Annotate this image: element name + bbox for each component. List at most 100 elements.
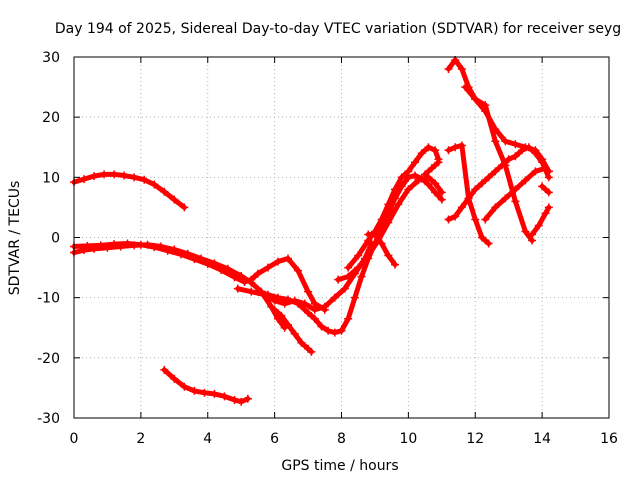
data-point xyxy=(471,95,480,104)
series-segment xyxy=(355,253,371,271)
series-segment xyxy=(275,316,288,331)
data-point xyxy=(427,164,436,173)
series-segment xyxy=(218,267,237,280)
data-point xyxy=(324,326,333,335)
y-tick-label: 0 xyxy=(51,231,60,247)
data-point xyxy=(263,290,272,299)
data-point xyxy=(421,170,430,179)
x-tick-label: 8 xyxy=(337,431,346,447)
series-segment xyxy=(512,198,528,234)
series-segment xyxy=(459,66,472,90)
data-point xyxy=(354,263,363,272)
series-segment xyxy=(385,253,398,268)
data-point xyxy=(521,143,530,152)
data-point xyxy=(230,395,239,404)
series-segment xyxy=(432,180,445,195)
data-point xyxy=(411,158,420,167)
series-segment xyxy=(379,201,391,222)
data-point xyxy=(190,386,199,395)
data-point xyxy=(100,170,109,179)
data-point xyxy=(431,188,440,197)
data-point xyxy=(417,149,426,158)
data-point xyxy=(247,278,256,287)
data-point xyxy=(284,320,292,329)
data-point xyxy=(504,155,513,164)
data-point xyxy=(273,293,282,302)
data-point xyxy=(544,167,553,176)
series-segment xyxy=(342,271,358,292)
data-point xyxy=(253,269,262,278)
y-tick-label: 20 xyxy=(42,110,60,126)
data-point xyxy=(310,305,319,314)
series-segment xyxy=(345,253,361,271)
data-point xyxy=(284,254,292,263)
data-point xyxy=(384,218,393,227)
series-segment xyxy=(522,228,535,244)
data-point xyxy=(277,311,286,320)
data-point xyxy=(320,302,329,311)
data-point xyxy=(384,251,393,260)
data-point xyxy=(531,146,540,155)
data-point xyxy=(457,141,466,150)
series-segment xyxy=(479,235,492,247)
data-point xyxy=(344,263,353,272)
data-point xyxy=(200,388,209,397)
data-point xyxy=(180,382,189,391)
data-point xyxy=(391,185,399,194)
data-point xyxy=(491,137,500,146)
series-segment xyxy=(352,274,365,301)
data-point xyxy=(310,314,319,323)
data-point xyxy=(544,188,553,197)
data-point xyxy=(344,314,353,323)
series-segment xyxy=(345,295,358,322)
series-segment xyxy=(355,238,371,259)
data-point xyxy=(330,328,339,337)
series-segment xyxy=(502,162,518,204)
series-arc-10 xyxy=(364,230,399,269)
x-tick-label: 2 xyxy=(136,431,145,447)
y-tick-label: 10 xyxy=(42,170,60,186)
series-arc-4 xyxy=(160,365,252,406)
data-point xyxy=(160,187,169,196)
data-point xyxy=(444,215,453,224)
series-segment xyxy=(482,102,498,144)
data-point xyxy=(233,284,242,293)
data-point xyxy=(377,215,386,224)
data-point xyxy=(544,203,553,212)
series-arc-6 xyxy=(253,171,446,337)
series-segment xyxy=(395,186,411,207)
data-point xyxy=(437,195,446,204)
data-point xyxy=(103,243,112,252)
data-point xyxy=(334,275,343,284)
data-point xyxy=(237,272,246,281)
y-axis-label: SDTVAR / TECUs xyxy=(7,181,23,296)
data-point xyxy=(337,326,346,335)
data-point xyxy=(317,322,326,331)
series-arc-12 xyxy=(444,141,493,248)
data-point xyxy=(481,101,490,110)
data-point xyxy=(404,167,413,176)
data-point xyxy=(444,146,453,155)
data-point xyxy=(160,365,169,374)
data-point xyxy=(370,230,379,239)
data-point xyxy=(534,221,543,230)
grid-lines xyxy=(74,57,609,418)
data-point xyxy=(80,175,89,184)
data-point xyxy=(304,287,313,296)
y-tick-label: 30 xyxy=(42,50,60,66)
data-point xyxy=(521,227,530,236)
data-point xyxy=(451,143,460,152)
data-point xyxy=(424,180,433,189)
series-arc-8 xyxy=(334,173,446,284)
data-point xyxy=(294,266,303,275)
data-point xyxy=(273,257,282,266)
series-segment xyxy=(171,197,187,210)
data-point xyxy=(210,259,219,268)
data-point xyxy=(511,140,520,149)
data-point xyxy=(511,152,520,161)
data-point xyxy=(210,389,219,398)
data-point xyxy=(521,176,530,185)
data-point xyxy=(330,293,339,302)
series-segment xyxy=(472,216,485,240)
